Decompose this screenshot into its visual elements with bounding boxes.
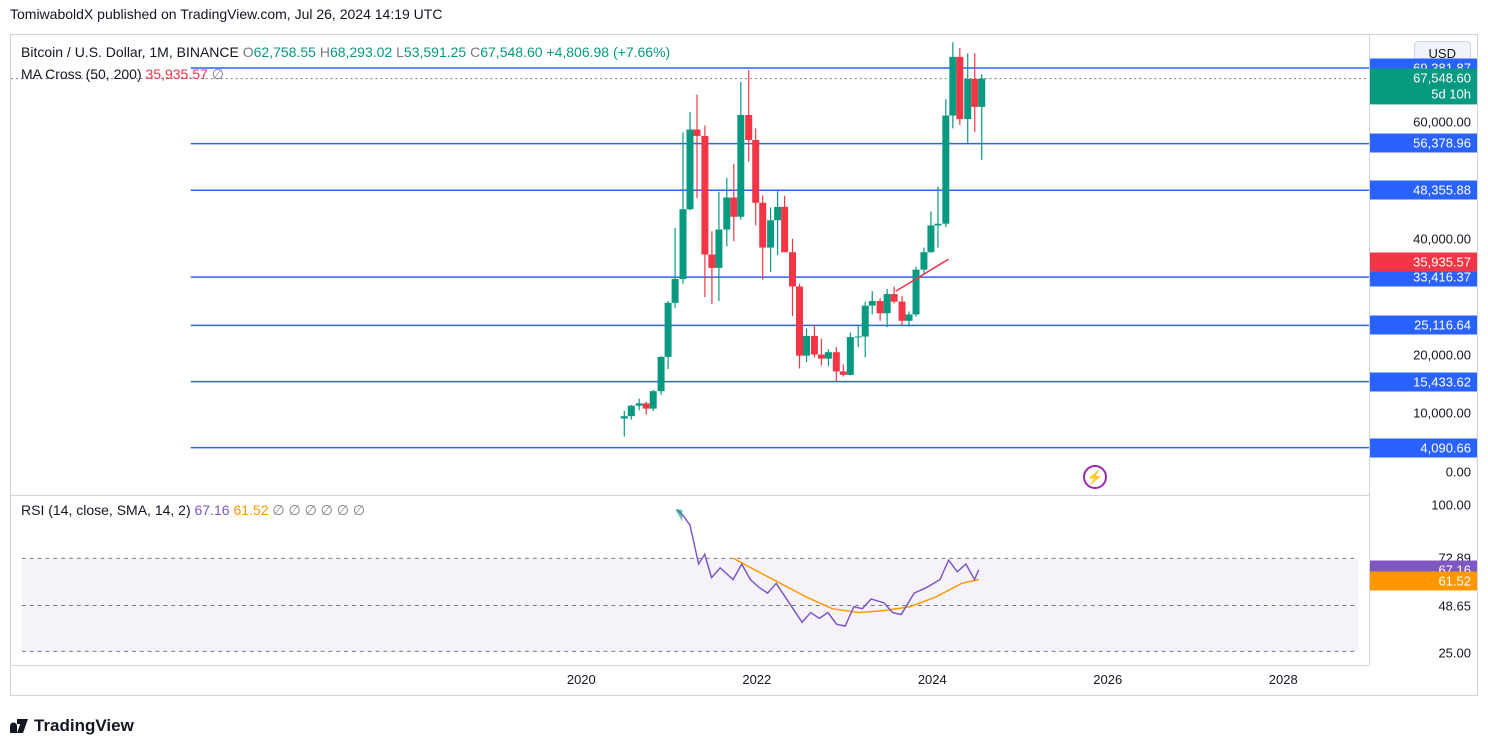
time-tick: 2028 bbox=[1269, 672, 1298, 687]
time-tick: 2026 bbox=[1093, 672, 1122, 687]
tradingview-logo-icon bbox=[10, 717, 28, 735]
rsi-legend: RSI (14, close, SMA, 14, 2) 67.16 61.52 … bbox=[21, 502, 365, 519]
chart-frame: USD Bitcoin / U.S. Dollar, 1M, BINANCE O… bbox=[10, 34, 1478, 696]
time-tick: 2024 bbox=[918, 672, 947, 687]
time-axis[interactable]: 2020 2022 2024 2026 2028 bbox=[11, 665, 1369, 695]
time-tick: 2022 bbox=[742, 672, 771, 687]
time-tick: 2020 bbox=[567, 672, 596, 687]
price-pane[interactable]: Bitcoin / U.S. Dollar, 1M, BINANCE O62,7… bbox=[11, 35, 1369, 495]
tradingview-brand: TradingView bbox=[10, 716, 134, 736]
rsi-pane[interactable]: RSI (14, close, SMA, 14, 2) 67.16 61.52 … bbox=[11, 495, 1369, 665]
price-axis[interactable]: 0.0010,000.0020,000.0040,000.0060,000.00… bbox=[1369, 35, 1477, 665]
publish-header: TomiwaboldX published on TradingView.com… bbox=[0, 0, 1488, 28]
lightning-icon[interactable]: ⚡ bbox=[1083, 465, 1107, 489]
